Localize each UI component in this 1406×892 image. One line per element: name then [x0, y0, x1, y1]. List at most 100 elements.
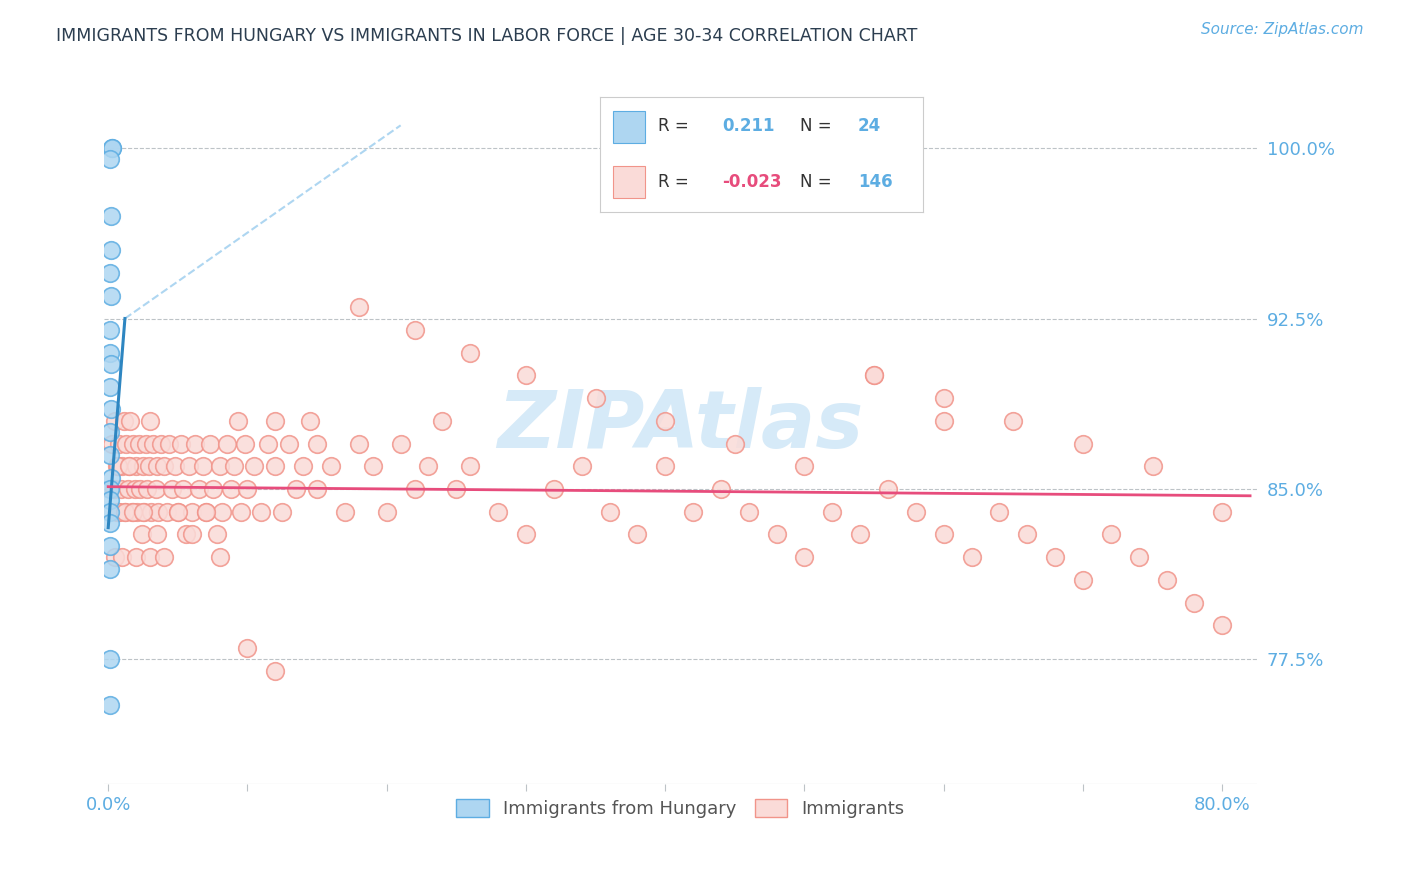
- Point: [135, 436, 157, 450]
- Point: [115, 436, 138, 450]
- Point: [404, 482, 426, 496]
- Point: [849, 527, 872, 541]
- Point: [821, 505, 844, 519]
- Point: [111, 550, 134, 565]
- Point: [1017, 527, 1039, 541]
- Point: [226, 414, 249, 428]
- Point: [153, 459, 176, 474]
- Point: [150, 436, 173, 450]
- Point: [215, 436, 238, 450]
- Point: [139, 414, 162, 428]
- Point: [458, 459, 481, 474]
- Point: [165, 459, 187, 474]
- Point: [863, 368, 886, 383]
- Point: [285, 482, 308, 496]
- Point: [98, 652, 121, 666]
- Point: [98, 516, 121, 530]
- Point: [156, 505, 179, 519]
- Text: IMMIGRANTS FROM HUNGARY VS IMMIGRANTS IN LABOR FORCE | AGE 30-34 CORRELATION CHA: IMMIGRANTS FROM HUNGARY VS IMMIGRANTS IN…: [56, 27, 918, 45]
- Point: [136, 482, 159, 496]
- Point: [98, 425, 121, 439]
- Point: [104, 414, 127, 428]
- Point: [105, 505, 128, 519]
- Point: [166, 505, 188, 519]
- Point: [877, 482, 900, 496]
- Point: [515, 368, 537, 383]
- Point: [128, 436, 150, 450]
- Point: [988, 505, 1011, 519]
- Point: [307, 436, 329, 450]
- Point: [236, 482, 259, 496]
- Point: [124, 482, 146, 496]
- Point: [114, 505, 136, 519]
- Point: [264, 459, 287, 474]
- Point: [307, 482, 329, 496]
- Point: [932, 414, 955, 428]
- Point: [932, 391, 955, 405]
- Point: [347, 300, 370, 314]
- Point: [404, 323, 426, 337]
- Text: ZIPAtlas: ZIPAtlas: [498, 387, 863, 466]
- Point: [98, 561, 121, 575]
- Point: [146, 459, 169, 474]
- Point: [1142, 459, 1164, 474]
- Point: [107, 505, 129, 519]
- Point: [98, 266, 121, 280]
- Point: [418, 459, 440, 474]
- Point: [162, 482, 184, 496]
- Point: [515, 527, 537, 541]
- Point: [118, 459, 141, 474]
- Point: [271, 505, 294, 519]
- Point: [233, 436, 256, 450]
- Point: [100, 470, 122, 484]
- Point: [153, 550, 176, 565]
- Point: [118, 459, 141, 474]
- Point: [100, 244, 122, 258]
- Point: [208, 459, 231, 474]
- Point: [250, 505, 273, 519]
- Point: [120, 414, 142, 428]
- Point: [1099, 527, 1122, 541]
- Point: [1002, 414, 1025, 428]
- Point: [114, 505, 136, 519]
- Point: [146, 527, 169, 541]
- Point: [98, 448, 121, 462]
- Point: [793, 550, 815, 565]
- Point: [191, 459, 214, 474]
- Point: [198, 436, 221, 450]
- Legend: Immigrants from Hungary, Immigrants: Immigrants from Hungary, Immigrants: [449, 792, 912, 825]
- Point: [111, 459, 134, 474]
- Point: [299, 414, 322, 428]
- Point: [1211, 618, 1233, 632]
- Point: [389, 436, 412, 450]
- Point: [333, 505, 356, 519]
- Point: [187, 482, 209, 496]
- Point: [626, 527, 648, 541]
- Point: [194, 505, 217, 519]
- Point: [682, 505, 704, 519]
- Point: [180, 505, 202, 519]
- Point: [1071, 573, 1094, 587]
- Point: [100, 357, 122, 371]
- Point: [724, 436, 747, 450]
- Point: [98, 345, 121, 359]
- Point: [98, 539, 121, 553]
- Point: [264, 664, 287, 678]
- Point: [278, 436, 301, 450]
- Point: [177, 459, 200, 474]
- Point: [347, 436, 370, 450]
- Point: [110, 482, 132, 496]
- Point: [98, 698, 121, 712]
- Point: [122, 436, 145, 450]
- Point: [599, 505, 621, 519]
- Point: [172, 482, 194, 496]
- Point: [257, 436, 280, 450]
- Point: [117, 482, 139, 496]
- Point: [361, 459, 384, 474]
- Point: [201, 482, 224, 496]
- Point: [183, 436, 205, 450]
- Point: [112, 414, 135, 428]
- Point: [122, 505, 145, 519]
- Text: Source: ZipAtlas.com: Source: ZipAtlas.com: [1201, 22, 1364, 37]
- Point: [960, 550, 983, 565]
